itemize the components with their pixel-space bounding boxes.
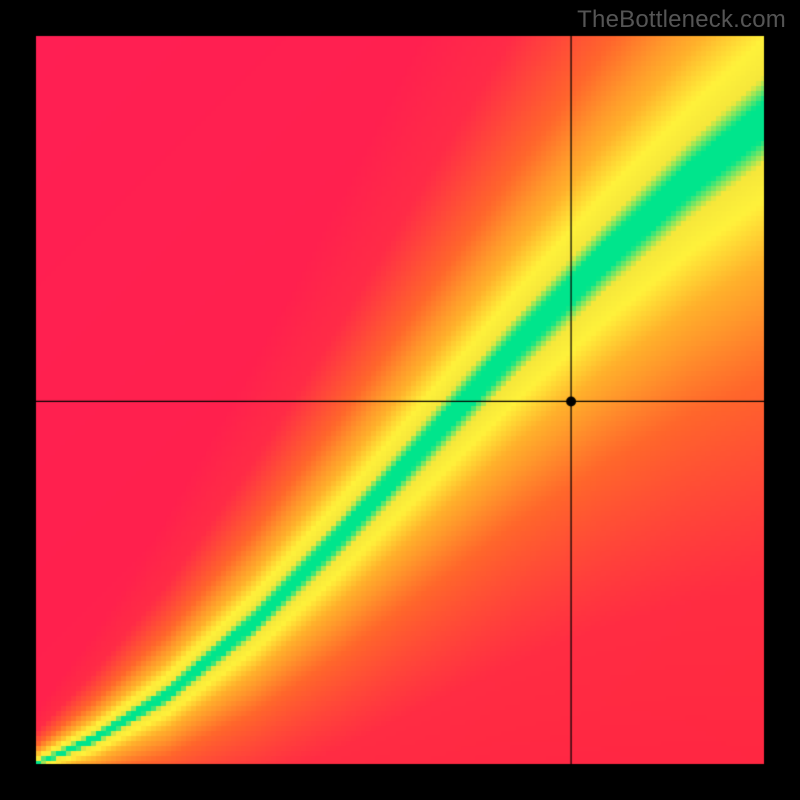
watermark-label: TheBottleneck.com	[577, 6, 786, 34]
chart-container: TheBottleneck.com	[0, 0, 800, 800]
bottleneck-heatmap	[0, 0, 800, 800]
